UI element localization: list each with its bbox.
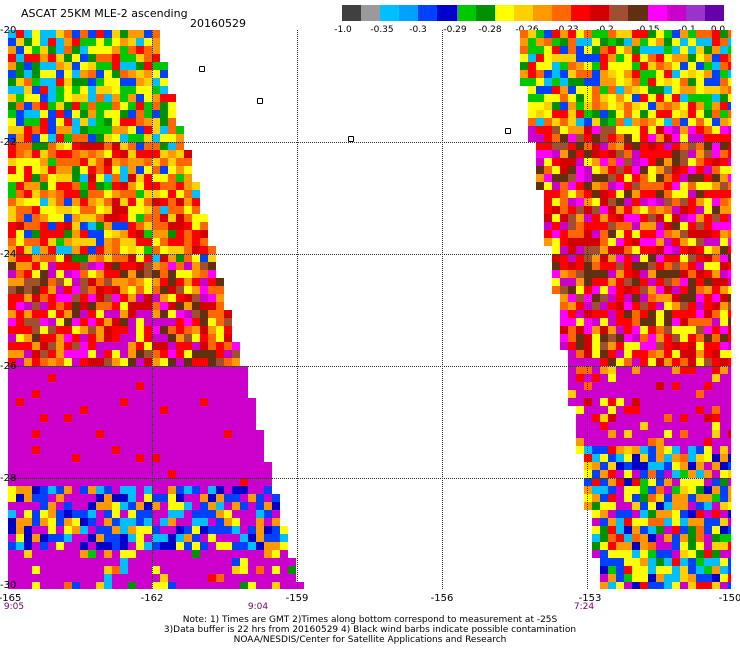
lat-label: -20 xyxy=(0,25,17,36)
footnote-line: 3)Data buffer is 22 hrs from 20160529 4)… xyxy=(163,625,577,635)
color-scale-label: -0.28 xyxy=(478,25,502,35)
color-swatch xyxy=(399,5,419,21)
time-label: 9:04 xyxy=(247,602,269,612)
lat-label: -26 xyxy=(0,361,17,372)
lat-label: -22 xyxy=(0,137,17,148)
island-marker xyxy=(348,136,354,142)
island-marker xyxy=(257,98,263,104)
island-marker xyxy=(199,66,205,72)
gridline-lat xyxy=(8,142,731,143)
color-swatch xyxy=(647,5,667,21)
gridline-lon xyxy=(152,30,153,589)
color-swatch xyxy=(666,5,686,21)
color-scale-label: -0.3 xyxy=(409,25,427,35)
lat-label: -28 xyxy=(0,473,17,484)
gridline-lon xyxy=(297,30,298,589)
color-swatch xyxy=(590,5,610,21)
lon-label: -159 xyxy=(285,593,309,604)
color-swatch xyxy=(361,5,381,21)
lon-label: -162 xyxy=(140,593,164,604)
color-swatch xyxy=(552,5,572,21)
color-swatch xyxy=(342,5,362,21)
footnotes: Note: 1) Times are GMT 2)Times along bot… xyxy=(0,615,740,645)
color-swatch xyxy=(513,5,533,21)
lat-label: -30 xyxy=(0,580,17,591)
time-label: 9:05 xyxy=(3,602,25,612)
footnote-line: NOAA/NESDIS/Center for Satellite Applica… xyxy=(233,635,507,645)
color-swatch xyxy=(475,5,495,21)
swath-map xyxy=(8,30,731,589)
lon-label: -156 xyxy=(430,593,454,604)
gridline-lon xyxy=(442,30,443,589)
map-date: 20160529 xyxy=(190,17,246,30)
color-swatch xyxy=(704,5,724,21)
map-title: ASCAT 25KM MLE-2 ascending xyxy=(21,7,188,20)
lon-label: -165 xyxy=(0,593,22,604)
time-label: 7:24 xyxy=(573,602,595,612)
color-swatch xyxy=(380,5,400,21)
island-marker xyxy=(505,128,511,134)
lat-label: -24 xyxy=(0,249,17,260)
footnote-line: Note: 1) Times are GMT 2)Times along bot… xyxy=(182,615,558,625)
color-scale-bar xyxy=(342,5,724,21)
color-swatch xyxy=(418,5,438,21)
color-scale-label: -1.0 xyxy=(334,25,352,35)
gridline-lon xyxy=(587,30,588,589)
color-swatch xyxy=(456,5,476,21)
color-swatch xyxy=(532,5,553,21)
color-swatch xyxy=(628,5,648,21)
color-scale-label: -0.35 xyxy=(370,25,394,35)
color-swatch xyxy=(437,5,457,21)
lon-label: -150 xyxy=(718,593,740,604)
color-scale-label: -0.29 xyxy=(443,25,467,35)
color-swatch xyxy=(494,5,514,21)
gridline-lat xyxy=(8,254,731,255)
color-swatch xyxy=(571,5,591,21)
lon-label: -153 xyxy=(578,593,602,604)
gridline-lat xyxy=(8,366,731,367)
gridline-lat xyxy=(8,478,731,479)
color-swatch xyxy=(609,5,629,21)
color-swatch xyxy=(685,5,705,21)
